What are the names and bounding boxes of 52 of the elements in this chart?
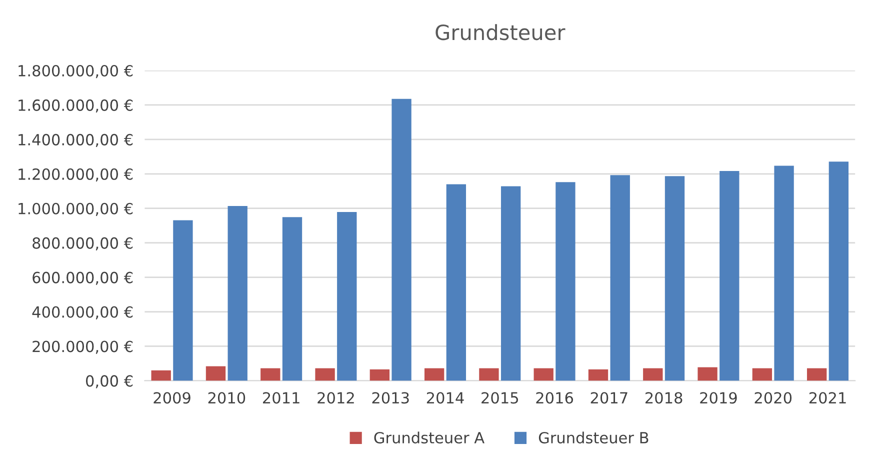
bar <box>556 182 576 381</box>
bar <box>610 175 630 381</box>
y-tick-label: 0,00 € <box>86 375 133 388</box>
bar <box>806 368 827 381</box>
bar <box>337 212 357 381</box>
y-tick-label: 1.000.000,00 € <box>18 202 133 216</box>
x-tick-label: 2013 <box>372 392 409 404</box>
y-tick-label: 600.000,00 € <box>32 272 133 285</box>
bar <box>500 186 521 381</box>
bar <box>752 368 772 381</box>
bar <box>315 368 335 381</box>
x-tick-label: 2016 <box>536 392 574 404</box>
y-tick-label: 1.200.000,00 € <box>18 168 133 182</box>
bar <box>228 206 248 381</box>
x-tick-label: 2010 <box>208 392 246 404</box>
bar <box>260 368 280 381</box>
bar <box>828 162 849 381</box>
bar <box>479 368 499 381</box>
x-tick-label: 2017 <box>590 392 628 404</box>
x-tick-label: 2015 <box>482 392 518 404</box>
y-tick-label: 1.800.000,00 € <box>18 64 133 78</box>
bar <box>206 366 226 381</box>
bar <box>664 176 685 381</box>
bar <box>424 368 444 381</box>
x-tick-label: 2011 <box>262 392 300 404</box>
x-tick-label: 2018 <box>646 392 682 404</box>
bar <box>282 217 302 381</box>
bar <box>151 370 171 381</box>
legend-label: Grundsteuer A <box>374 432 484 444</box>
legend-label: Grundsteuer B <box>538 432 648 444</box>
x-tick-label: 2014 <box>426 392 464 404</box>
x-tick-label: 2020 <box>754 392 792 404</box>
x-tick-label: 2021 <box>809 392 846 404</box>
bar <box>173 220 193 381</box>
bar <box>774 166 794 381</box>
bar <box>392 98 412 381</box>
chart-title: Grundsteuer <box>436 24 566 40</box>
bar <box>720 170 740 381</box>
y-tick-label: 800.000,00 € <box>32 237 133 250</box>
bar <box>643 368 663 381</box>
y-tick-label: 1.400.000,00 € <box>18 134 133 148</box>
y-tick-label: 400.000,00 € <box>32 306 133 320</box>
y-tick-label: 200.000,00 € <box>32 340 133 354</box>
x-tick-label: 2012 <box>318 392 354 404</box>
bar <box>588 369 608 381</box>
y-tick-label: 1.600.000,00 € <box>18 99 133 113</box>
bar <box>446 184 466 381</box>
x-tick-label: 2009 <box>154 392 190 404</box>
bar <box>370 369 390 381</box>
x-tick-label: 2019 <box>700 392 737 404</box>
bar <box>698 367 718 381</box>
bar <box>534 368 554 381</box>
